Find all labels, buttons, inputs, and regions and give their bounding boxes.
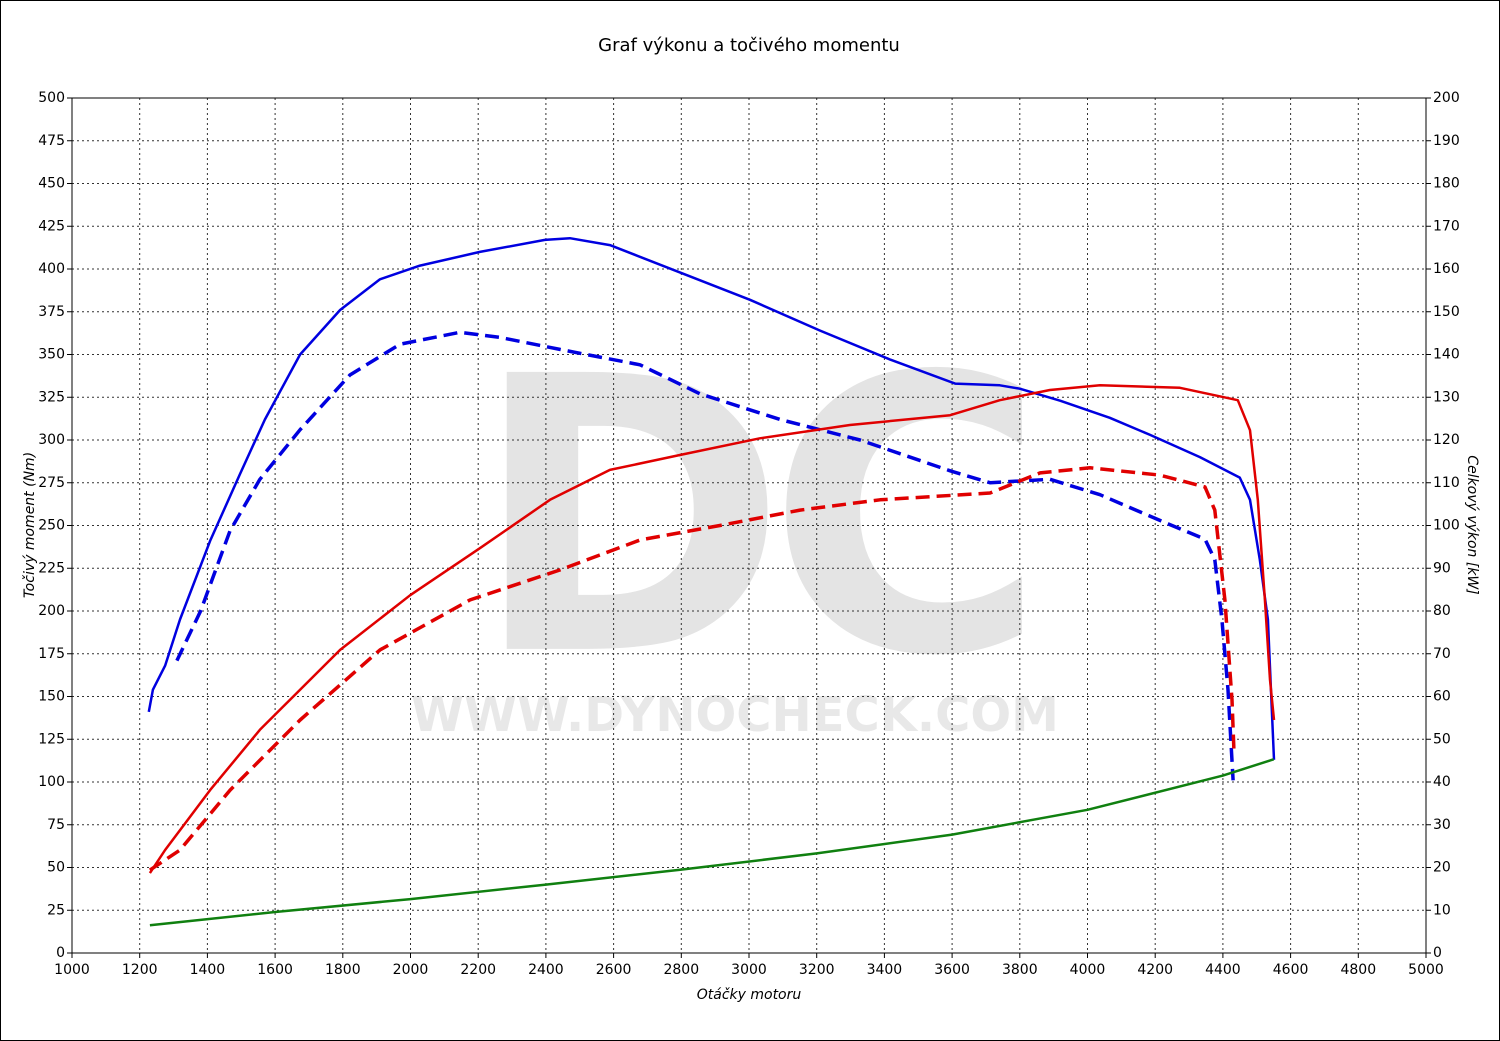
y-tick-label: 200 (38, 603, 65, 619)
x-tick-label: 3600 (934, 962, 970, 978)
y2-tick-label: 80 (1433, 603, 1451, 619)
x-tick-label: 5000 (1408, 962, 1444, 978)
x-tick-label: 3400 (867, 962, 903, 978)
x-tick-label: 4800 (1340, 962, 1376, 978)
y2-tick-label: 90 (1433, 560, 1451, 576)
series-line (149, 758, 1275, 927)
y2-tick-label: 150 (1433, 304, 1460, 320)
x-tick-label: 4000 (1070, 962, 1106, 978)
y-tick-label: 25 (47, 902, 65, 918)
x-tick-label: 1800 (325, 962, 361, 978)
y-tick-label: 175 (38, 646, 65, 662)
y-tick-label: 50 (47, 860, 65, 876)
y-tick-label: 500 (38, 90, 65, 106)
y-tick-label: 275 (38, 475, 65, 491)
y-tick-label: 375 (38, 304, 65, 320)
y-tick-label: 75 (47, 817, 65, 833)
x-tick-label: 3000 (731, 962, 767, 978)
x-tick-label: 3800 (1002, 962, 1038, 978)
y-tick-label: 450 (38, 176, 65, 192)
y2-tick-label: 190 (1433, 133, 1460, 149)
series-line (175, 330, 1235, 781)
y2-tick-label: 50 (1433, 731, 1451, 747)
series-line (148, 384, 1276, 874)
y2-tick-label: 180 (1433, 176, 1460, 192)
chart-title: Graf výkonu a točivého momentu (598, 35, 900, 56)
x-tick-label: 2600 (596, 962, 632, 978)
series-line (148, 466, 1236, 872)
y2-tick-label: 130 (1433, 389, 1460, 405)
y2-tick-label: 20 (1433, 860, 1451, 876)
y-tick-label: 100 (38, 774, 65, 790)
x-tick-label: 2400 (528, 962, 564, 978)
y-tick-label: 350 (38, 347, 65, 363)
y-tick-label: 325 (38, 389, 65, 405)
y2-tick-label: 140 (1433, 347, 1460, 363)
y2-tick-label: 0 (1433, 945, 1442, 961)
y-tick-label: 250 (38, 518, 65, 534)
y2-tick-label: 40 (1433, 774, 1451, 790)
x-tick-label: 3200 (799, 962, 835, 978)
y-tick-label: 150 (38, 689, 65, 705)
y2-axis-label: Celkový výkon [kW] (1464, 455, 1480, 594)
y2-tick-label: 70 (1433, 646, 1451, 662)
x-tick-label: 2800 (663, 962, 699, 978)
watermark-url: WWW.DYNOCHECK.COM (411, 687, 1059, 743)
y2-tick-label: 60 (1433, 689, 1451, 705)
y-tick-label: 400 (38, 261, 65, 277)
x-axis-label: Otáčky motoru (697, 987, 802, 1003)
y2-tick-label: 110 (1433, 475, 1460, 491)
y-tick-label: 300 (38, 432, 65, 448)
y-tick-label: 225 (38, 560, 65, 576)
y-tick-label: 475 (38, 133, 65, 149)
watermark: DC (472, 296, 1026, 739)
x-tick-label: 1400 (190, 962, 226, 978)
y2-tick-label: 120 (1433, 432, 1460, 448)
x-tick-label: 1600 (257, 962, 293, 978)
series-line (147, 236, 1276, 760)
y2-tick-label: 160 (1433, 261, 1460, 277)
x-tick-label: 1200 (122, 962, 158, 978)
y-tick-label: 0 (56, 945, 65, 961)
y-axis-label: Točivý moment (Nm) (22, 452, 38, 598)
y-tick-label: 125 (38, 731, 65, 747)
x-tick-label: 4200 (1137, 962, 1173, 978)
y2-tick-label: 100 (1433, 518, 1460, 534)
y-tick-label: 425 (38, 218, 65, 234)
x-tick-label: 4400 (1205, 962, 1241, 978)
plot-area-border (71, 97, 1427, 954)
x-tick-label: 4600 (1273, 962, 1309, 978)
x-tick-label: 2200 (460, 962, 496, 978)
y2-tick-label: 10 (1433, 902, 1451, 918)
y2-tick-label: 200 (1433, 90, 1460, 106)
x-tick-label: 2000 (393, 962, 429, 978)
x-tick-label: 1000 (54, 962, 90, 978)
y2-tick-label: 170 (1433, 218, 1460, 234)
y2-tick-label: 30 (1433, 817, 1451, 833)
